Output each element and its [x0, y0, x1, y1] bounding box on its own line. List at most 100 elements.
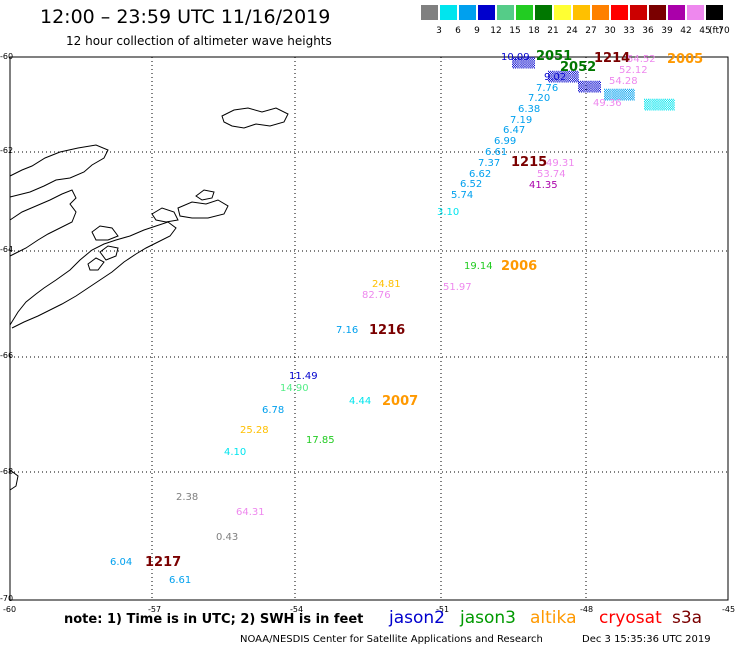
- wave-reading: 52.12: [619, 65, 648, 76]
- scale-tick: 15: [509, 26, 521, 36]
- dense-track-cluster: ▒▒▒ ▒▒▒▒ ▒▒▒ ▒▒▒▒ ▒▒▒▒: [512, 56, 675, 111]
- scale-tick: 33: [623, 26, 635, 36]
- wave-reading: 54.28: [609, 76, 638, 87]
- wave-reading: 7.20: [528, 93, 550, 104]
- scale-tick: 18: [528, 26, 540, 36]
- wave-reading: 53.74: [537, 169, 566, 180]
- scale-swatch: [440, 5, 457, 20]
- pass-time: 2052: [560, 60, 596, 75]
- island: [87, 257, 105, 271]
- island: [221, 107, 289, 129]
- wave-reading: 6.52: [460, 179, 482, 190]
- wave-reading: 6.78: [262, 405, 284, 416]
- wave-reading: 11.49: [289, 371, 318, 382]
- lon-label: -45: [722, 605, 735, 614]
- wave-reading: 4.10: [224, 447, 246, 458]
- wave-reading: 10.09: [501, 52, 530, 63]
- legend-jason3: jason3: [460, 608, 516, 628]
- wave-readings: 10.09 54.52 52.12 9.02 54.28 7.76 7.20 4…: [110, 52, 656, 586]
- lat-label: -68: [0, 467, 13, 476]
- pass-time: 1217: [145, 555, 181, 570]
- scale-tick: 36: [642, 26, 654, 36]
- lat-label: -64: [0, 245, 13, 254]
- pass-time: 2007: [382, 394, 418, 409]
- scale-tick: 70: [718, 26, 730, 36]
- overlapping-readings: ▒▒▒: [578, 80, 601, 93]
- scale-tick: 39: [661, 26, 673, 36]
- wave-reading: 6.47: [503, 125, 525, 136]
- scale-swatch: [421, 5, 438, 20]
- wave-reading: 17.85: [306, 435, 335, 446]
- lat-label: -66: [0, 351, 13, 360]
- lon-label: -57: [148, 605, 161, 614]
- wave-reading: 9.02: [544, 72, 566, 83]
- scale-tick: 45: [699, 26, 711, 36]
- wave-reading: 25.28: [240, 425, 269, 436]
- scale-swatch: [535, 5, 552, 20]
- wave-reading: 4.44: [349, 396, 371, 407]
- lat-label: -62: [0, 146, 13, 155]
- overlapping-readings: ▒▒▒▒: [604, 88, 635, 101]
- wave-reading: 6.61: [485, 147, 507, 158]
- island: [151, 207, 179, 223]
- lat-label: -70: [0, 594, 13, 603]
- scale-swatch: [459, 5, 476, 20]
- legend-altika: altika: [530, 608, 577, 628]
- overlapping-readings: ▒▒▒▒: [644, 98, 675, 111]
- scale-tick: 21: [547, 26, 559, 36]
- wave-reading: 7.19: [510, 115, 532, 126]
- pass-time: 1216: [369, 323, 405, 338]
- scale-swatch: [687, 5, 704, 20]
- scale-tick: 30: [604, 26, 616, 36]
- scale-swatch: [554, 5, 571, 20]
- wave-reading: 5.74: [451, 190, 473, 201]
- lat-label: -60: [0, 52, 13, 61]
- legend-jason2: jason2: [389, 608, 445, 628]
- lon-label: -60: [3, 605, 16, 614]
- wave-reading: 6.62: [469, 169, 491, 180]
- scale-unit: (ft): [709, 26, 723, 36]
- scale-swatch: [516, 5, 533, 20]
- wave-reading: 24.81: [372, 279, 401, 290]
- wave-reading: 6.38: [518, 104, 540, 115]
- credit-line: NOAA/NESDIS Center for Satellite Applica…: [240, 634, 543, 645]
- map-subtitle: 12 hour collection of altimeter wave hei…: [66, 34, 332, 48]
- scale-swatch: [649, 5, 666, 20]
- wave-reading: 7.76: [536, 83, 558, 94]
- axis-labels: -60 -62 -64 -66 -68 -70 -60 -57 -54 -51 …: [0, 52, 735, 614]
- lon-label: -54: [290, 605, 303, 614]
- wave-reading: 19.14: [464, 261, 493, 272]
- wave-reading: 7.37: [478, 158, 500, 169]
- footnote: note: 1) Time is in UTC; 2) SWH is in fe…: [64, 612, 364, 627]
- scale-tick: 27: [585, 26, 597, 36]
- legend-s3a: s3a: [672, 608, 703, 628]
- coastline-segment: [9, 189, 77, 257]
- legend-cryosat: cryosat: [599, 608, 662, 628]
- generated-timestamp: Dec 3 15:35:36 UTC 2019: [582, 634, 711, 645]
- wave-reading: 49.31: [546, 158, 575, 169]
- scale-swatch: [668, 5, 685, 20]
- wave-reading: 82.76: [362, 290, 391, 301]
- wave-reading: 49.36: [593, 98, 622, 109]
- scale-swatch: [630, 5, 647, 20]
- pass-times: 1214 2005 2051 2052 2006 1215 1216 2007 …: [145, 49, 703, 570]
- coastline-segment: [9, 144, 109, 198]
- scale-swatch: [706, 5, 723, 20]
- wave-reading: 51.97: [443, 282, 472, 293]
- coastline: [9, 107, 289, 491]
- wave-reading: 14.90: [280, 383, 309, 394]
- wave-reading: 7.16: [336, 325, 358, 336]
- scale-swatch: [611, 5, 628, 20]
- scale-swatch: [478, 5, 495, 20]
- scale-tick: 9: [474, 26, 480, 36]
- pass-time: 2006: [501, 259, 537, 274]
- island: [99, 245, 119, 261]
- wave-reading: 6.61: [169, 575, 191, 586]
- island: [91, 225, 119, 241]
- map-frame: [9, 56, 729, 601]
- scale-tick: 3: [436, 26, 442, 36]
- pass-time: 1215: [511, 155, 547, 170]
- graticule: [10, 57, 728, 600]
- scale-swatch: [592, 5, 609, 20]
